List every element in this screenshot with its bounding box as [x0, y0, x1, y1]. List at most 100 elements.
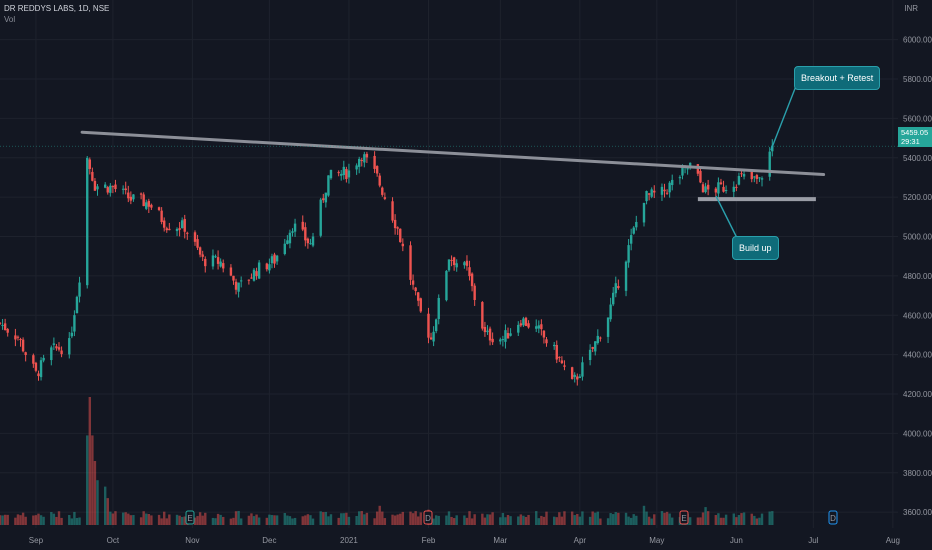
candle-body	[157, 207, 161, 211]
volume-bar	[19, 515, 22, 525]
candle-body	[699, 170, 702, 183]
candle-body	[60, 350, 63, 355]
candle-body	[768, 151, 771, 177]
candle-body	[555, 345, 558, 360]
candle-body	[617, 285, 620, 289]
volume-bar	[301, 516, 304, 525]
candle-body	[696, 164, 700, 174]
breakout-callout[interactable]: Breakout + Retest	[794, 66, 881, 90]
volume-bar	[216, 513, 220, 525]
volume-bar	[201, 515, 204, 525]
volume-bar	[57, 511, 61, 525]
volume-bar	[304, 515, 307, 525]
volume-bar	[724, 514, 728, 525]
volume-bar	[542, 516, 546, 525]
candle-body	[450, 259, 453, 261]
candle-body	[147, 200, 151, 207]
candle-body	[52, 343, 56, 345]
volume-bar	[150, 515, 153, 525]
candle-body	[70, 332, 74, 337]
x-tick-label: Jun	[730, 536, 743, 545]
volume-bar	[311, 518, 315, 525]
volume-bar	[286, 515, 289, 525]
volume-bar	[55, 516, 58, 525]
volume-bar	[591, 511, 594, 525]
candle-body	[193, 232, 197, 242]
candle-body	[452, 257, 456, 266]
volume-bar	[214, 518, 217, 525]
candle-body	[50, 347, 53, 361]
candle-body	[93, 180, 97, 191]
candle-body	[481, 302, 484, 329]
candle-body	[163, 220, 166, 228]
volume-bar	[50, 512, 53, 525]
volume-bar	[145, 513, 148, 525]
candle-body	[419, 298, 422, 312]
candle-body	[114, 184, 117, 190]
candle-body	[288, 232, 292, 244]
volume-bar	[563, 511, 566, 525]
candle-body	[473, 285, 476, 301]
volume-bar	[509, 516, 512, 525]
volume-bar	[111, 513, 115, 525]
candle-body	[517, 324, 520, 333]
volume-bar	[239, 518, 243, 525]
candle-body	[265, 263, 269, 270]
candle-body	[427, 313, 430, 338]
candle-body	[306, 238, 310, 244]
volume-bar	[560, 516, 564, 525]
candle-body	[21, 339, 25, 352]
volume-bar	[232, 517, 235, 525]
volume-bar	[714, 515, 718, 525]
volume-bar	[573, 515, 576, 525]
volume-bar	[450, 516, 453, 525]
candle-body	[168, 228, 171, 231]
candle-body	[78, 282, 81, 297]
volume-bar	[250, 513, 253, 525]
volume-bar	[247, 515, 251, 525]
candle-body	[375, 166, 379, 174]
candle-body	[624, 261, 628, 291]
volume-bar	[124, 512, 127, 525]
volume-bar	[760, 513, 764, 525]
candle-body	[109, 185, 112, 193]
volume-bar	[750, 513, 753, 525]
candle-body	[653, 190, 656, 193]
x-tick-label: Nov	[185, 536, 199, 545]
candle-body	[488, 328, 492, 341]
candle-body	[414, 287, 417, 291]
candle-body	[668, 182, 671, 193]
candle-body	[704, 186, 707, 193]
candle-body	[552, 344, 556, 347]
volume-bar	[178, 515, 181, 525]
candle-body	[570, 367, 574, 379]
candle-body	[39, 360, 43, 378]
volume-bar	[237, 510, 240, 525]
buildup-callout[interactable]: Build up	[732, 236, 779, 260]
candle-body	[345, 169, 348, 180]
candle-body	[257, 262, 261, 279]
candle-body	[432, 331, 435, 342]
candle-body	[463, 262, 466, 266]
volume-bar	[437, 515, 440, 525]
time-axis[interactable]: Sep Oct Nov Dec 2021 Feb Mar Apr May Jun Jul Aug	[29, 536, 900, 545]
candle-body	[671, 179, 674, 186]
candle-body	[180, 220, 184, 229]
buildup-pointer	[715, 195, 738, 239]
volume-indicator-label[interactable]: Vol	[4, 15, 16, 24]
volume-bar	[735, 517, 738, 525]
y-tick-label: 3800.00	[903, 469, 932, 478]
candle-body	[378, 175, 381, 186]
candle-body	[150, 204, 153, 208]
candle-body	[304, 227, 307, 241]
volume-bar	[32, 515, 35, 525]
price-axis[interactable]: 6000.00 5800.00 5600.00 5400.00 5200.00 5000.…	[903, 36, 932, 517]
volume-bar	[771, 511, 774, 525]
volume-bar	[417, 516, 420, 525]
y-tick-label: 5600.00	[903, 114, 932, 123]
candle-body	[499, 339, 502, 342]
symbol-title[interactable]: DR REDDYS LABS, 1D, NSE	[4, 4, 110, 13]
volume-bar	[463, 515, 466, 525]
candle-body	[750, 171, 753, 180]
